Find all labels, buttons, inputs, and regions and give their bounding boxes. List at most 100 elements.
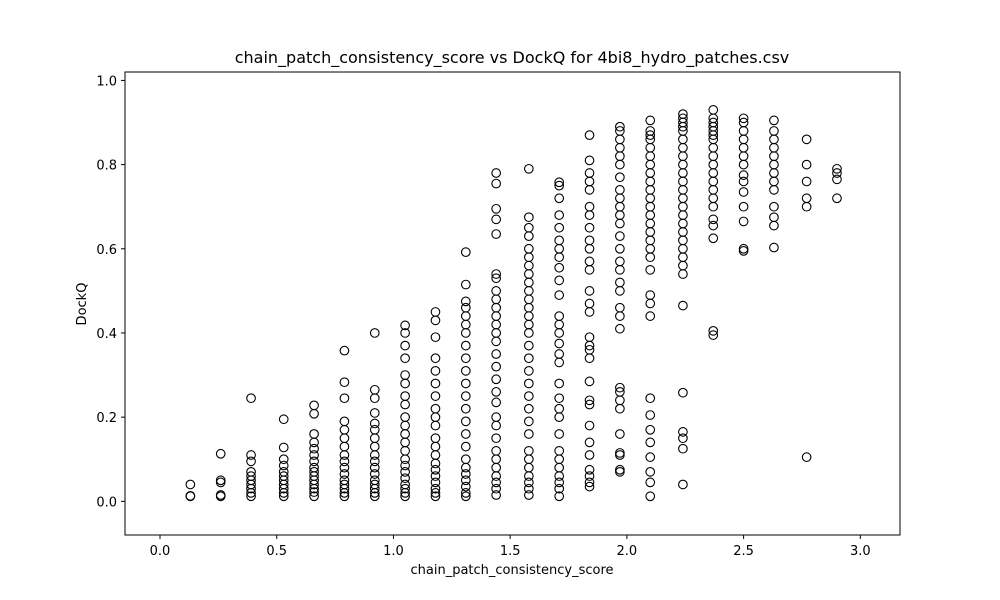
- data-point: [369, 469, 380, 479]
- data-point: [523, 391, 534, 401]
- data-point: [554, 210, 565, 220]
- data-point: [369, 462, 380, 473]
- data-point: [554, 177, 565, 188]
- data-point: [708, 220, 719, 231]
- data-point: [430, 366, 441, 376]
- data-point: [491, 361, 502, 372]
- data-point: [400, 378, 410, 389]
- data-point: [645, 410, 656, 420]
- data-point: [246, 483, 256, 494]
- data-point: [339, 456, 350, 467]
- data-point: [246, 393, 256, 404]
- data-point: [460, 475, 471, 486]
- data-point: [584, 264, 595, 275]
- data-point: [430, 353, 441, 364]
- data-point: [645, 311, 656, 321]
- data-point: [738, 216, 749, 227]
- data-point: [491, 471, 502, 481]
- data-point: [246, 488, 256, 498]
- data-point: [615, 311, 625, 321]
- data-point: [645, 491, 656, 502]
- data-point: [523, 471, 534, 481]
- data-point: [615, 172, 625, 183]
- x-tick-label: 2.5: [733, 544, 754, 559]
- data-point: [801, 452, 812, 462]
- data-point: [832, 193, 842, 204]
- y-tick-label: 1.0: [96, 74, 117, 89]
- data-point: [400, 460, 410, 471]
- data-point: [769, 220, 779, 231]
- data-point: [708, 214, 719, 225]
- data-point: [430, 420, 441, 431]
- data-point: [491, 336, 502, 347]
- data-point: [615, 218, 625, 229]
- data-point: [491, 273, 502, 284]
- data-point: [309, 487, 319, 497]
- data-point: [523, 378, 534, 389]
- data-point: [491, 229, 502, 239]
- data-point: [523, 340, 534, 351]
- data-point: [615, 467, 625, 477]
- data-point: [523, 483, 534, 494]
- data-point: [554, 262, 565, 273]
- data-point: [584, 243, 595, 254]
- data-point: [491, 168, 502, 178]
- data-point: [554, 393, 565, 404]
- data-point: [491, 349, 502, 359]
- data-point: [369, 450, 380, 460]
- data-point: [615, 231, 625, 241]
- data-point: [708, 233, 719, 244]
- data-point: [554, 483, 565, 494]
- data-point: [801, 201, 812, 212]
- data-point: [369, 408, 380, 418]
- data-point: [584, 222, 595, 233]
- data-point: [523, 328, 534, 338]
- data-point: [369, 483, 380, 494]
- data-point: [678, 121, 688, 132]
- data-point: [678, 300, 688, 311]
- data-point: [460, 403, 471, 414]
- data-point: [185, 491, 196, 502]
- data-point: [738, 176, 749, 187]
- data-point: [523, 231, 534, 241]
- data-point: [554, 252, 565, 263]
- data-point: [523, 212, 534, 223]
- data-point: [523, 163, 534, 174]
- data-point: [430, 391, 441, 401]
- data-point: [645, 115, 656, 126]
- data-point: [460, 296, 471, 307]
- data-point: [491, 433, 502, 444]
- data-point: [615, 159, 625, 170]
- data-point: [615, 450, 625, 460]
- data-point: [738, 246, 749, 256]
- data-point: [491, 214, 502, 225]
- data-point: [584, 395, 595, 406]
- data-point: [369, 393, 380, 404]
- data-point: [801, 176, 812, 187]
- data-point: [615, 382, 625, 393]
- data-point: [430, 483, 441, 494]
- data-point: [708, 130, 719, 140]
- data-point: [678, 387, 688, 398]
- data-point: [339, 462, 350, 473]
- data-point: [769, 115, 779, 126]
- data-point: [645, 452, 656, 462]
- data-point: [400, 473, 410, 484]
- data-point: [645, 467, 656, 477]
- data-point: [460, 491, 471, 502]
- data-point: [491, 387, 502, 397]
- data-point: [309, 483, 319, 494]
- data-point: [460, 378, 471, 389]
- data-point: [400, 353, 410, 364]
- data-point: [309, 479, 319, 490]
- data-point: [738, 159, 749, 170]
- x-axis-label: chain_patch_consistency_score: [410, 563, 613, 578]
- data-point: [400, 340, 410, 351]
- data-point: [645, 477, 656, 488]
- data-point: [339, 345, 350, 356]
- data-point: [615, 286, 625, 296]
- data-point: [430, 332, 441, 343]
- data-point: [615, 403, 625, 414]
- data-point: [460, 469, 471, 479]
- data-point: [491, 483, 502, 494]
